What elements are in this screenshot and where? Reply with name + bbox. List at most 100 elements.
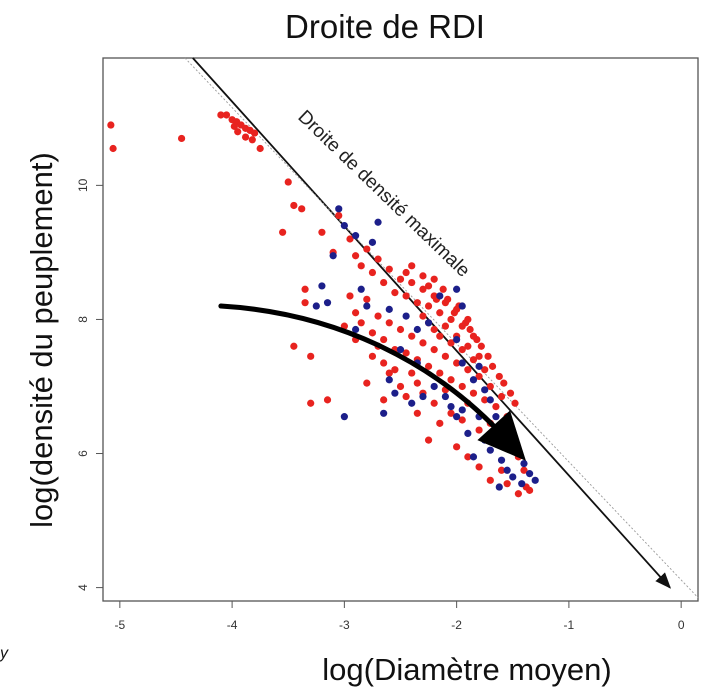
scatter-point [447, 339, 455, 347]
x-tick-label: -3 [339, 618, 350, 632]
reference-lines [184, 57, 699, 598]
scatter-point [408, 262, 416, 270]
scatter-point [385, 319, 393, 327]
scatter-point [374, 218, 382, 226]
trend-arrow-shaft [218, 303, 510, 443]
scatter-point [436, 292, 444, 300]
scatter-point [234, 128, 242, 136]
scatter-point [419, 285, 427, 293]
scatter-point [307, 352, 315, 360]
scatter-point [453, 413, 461, 421]
scatter-point [497, 392, 506, 401]
scatter-point [436, 332, 444, 340]
scatter-point [439, 285, 447, 293]
scatter-point [368, 238, 377, 246]
scatter-point [503, 466, 511, 474]
scatter-point [424, 282, 433, 290]
scatter-point [413, 299, 421, 307]
scatter-points [107, 111, 539, 498]
scatter-point [441, 392, 450, 401]
scatter-point [486, 396, 494, 404]
scatter-point [430, 346, 438, 354]
scatter-point [413, 379, 421, 387]
scatter-point [509, 473, 517, 481]
trend-arrow [218, 303, 526, 461]
scatter-point [368, 268, 377, 277]
scatter-point [408, 278, 416, 287]
x-tick-label: -1 [564, 618, 575, 632]
scatter-point [351, 325, 360, 334]
scatter-point [351, 252, 360, 260]
scatter-point [374, 255, 382, 263]
scatter-point [453, 335, 461, 344]
scatter-point [488, 362, 497, 370]
scatter-point [441, 322, 450, 330]
scatter-point [284, 178, 292, 186]
scatter-point [380, 335, 388, 344]
scatter-point [481, 396, 489, 404]
x-tick-label: -5 [115, 618, 126, 632]
max-density-annotation: Droite de densité maximale [294, 106, 474, 281]
scatter-point [402, 312, 410, 320]
scatter-point [402, 268, 410, 277]
scatter-point [436, 309, 444, 317]
stray-letter: y [0, 645, 9, 662]
scatter-point [500, 379, 508, 387]
scatter-point [436, 419, 444, 427]
scatter-point [318, 282, 326, 290]
scatter-point [374, 312, 382, 320]
scatter-point [346, 235, 354, 243]
scatter-point [413, 409, 421, 417]
y-tick-label: 10 [76, 178, 90, 192]
scatter-point [391, 389, 399, 397]
scatter-point [475, 372, 483, 381]
scatter-point [492, 413, 500, 421]
scatter-point [526, 486, 534, 494]
scatter-point [436, 369, 444, 377]
scatter-point [357, 319, 365, 327]
scatter-point [391, 366, 399, 374]
scatter-point [318, 228, 326, 236]
scatter-point [301, 299, 309, 307]
scatter-point [357, 262, 365, 270]
scatter-point [396, 275, 405, 283]
scatter-point [363, 295, 371, 303]
scatter-point [424, 436, 433, 444]
scatter-point [486, 476, 494, 484]
scatter-point [419, 339, 427, 347]
scatter-point [396, 382, 405, 391]
scatter-point [351, 232, 360, 240]
scatter-point [357, 285, 365, 293]
scatter-point [447, 409, 455, 417]
scatter-point [458, 359, 466, 367]
scatter-point [450, 309, 458, 317]
y-tick-label: 8 [76, 316, 90, 323]
scatter-point [217, 111, 225, 119]
scatter-point [335, 211, 343, 220]
scatter-point [402, 292, 410, 300]
scatter-point [419, 272, 427, 280]
scatter-point [408, 332, 416, 340]
scatter-point [109, 144, 117, 153]
scatter-point [380, 396, 388, 404]
scatter-point [107, 121, 115, 129]
scatter-point [230, 122, 238, 130]
scatter-point [458, 406, 466, 414]
scatter-point [385, 305, 393, 313]
scatter-point [363, 245, 371, 253]
scatter-point [385, 265, 393, 273]
scatter-point [495, 372, 503, 381]
scatter-point [290, 342, 298, 350]
scatter-point [380, 278, 388, 287]
scatter-point [307, 399, 315, 407]
x-axis-title: log(Diamètre moyen) [322, 652, 611, 687]
scatter-point [464, 342, 472, 350]
x-tick-label: -2 [451, 618, 462, 632]
scatter-point [177, 134, 186, 143]
scatter-point [424, 362, 433, 370]
chart-title: Droite de RDI [285, 8, 485, 45]
scatter-point [475, 463, 483, 471]
scatter-point [469, 376, 478, 384]
scatter-point [396, 346, 405, 354]
x-tick-label: 0 [678, 618, 685, 632]
